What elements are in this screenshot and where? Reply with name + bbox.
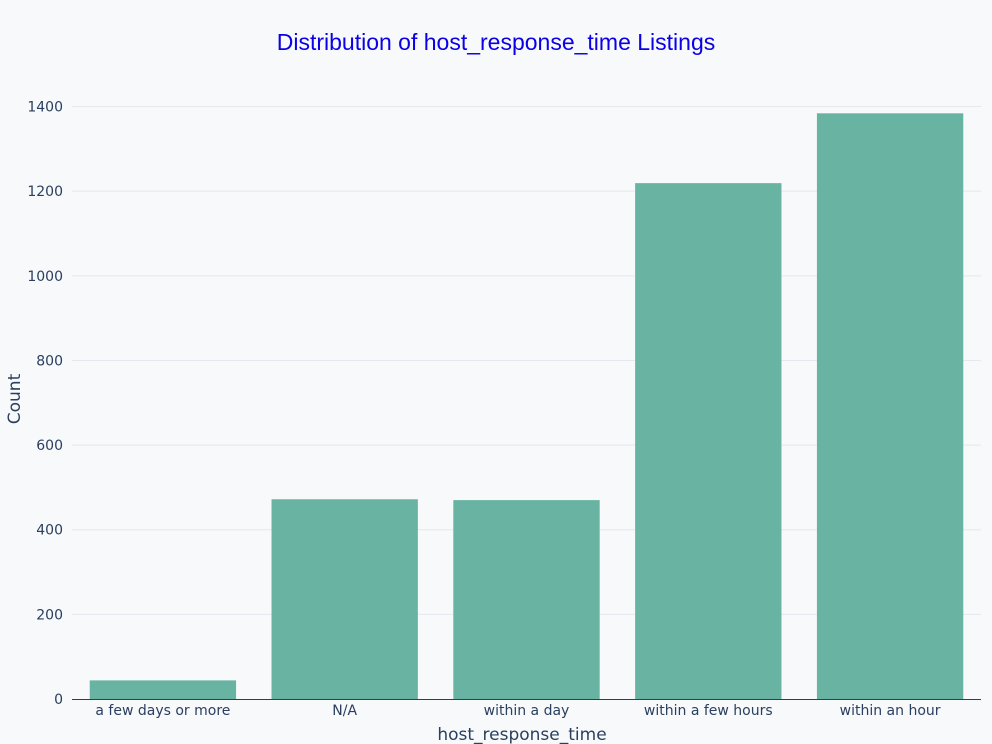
- gridlines: [72, 106, 981, 615]
- x-axis-ticks: a few days or more N/A within a day within …: [95, 703, 940, 719]
- x-tick-label: within a few hours: [644, 703, 773, 719]
- y-tick-label: 1200: [27, 184, 63, 200]
- y-tick-label: 1400: [27, 100, 63, 116]
- bar: [453, 500, 600, 699]
- x-tick-label: within an hour: [840, 703, 941, 719]
- bar: [89, 680, 237, 699]
- bar: [635, 183, 782, 699]
- y-tick-label: 600: [36, 438, 63, 454]
- bar: [271, 499, 418, 699]
- y-tick-label: 0: [54, 692, 63, 708]
- y-tick-label: 400: [36, 523, 63, 539]
- y-tick-label: 800: [36, 353, 63, 369]
- bars: [89, 113, 964, 700]
- chart-title: Distribution of host_response_time Listi…: [277, 29, 716, 55]
- y-tick-label: 1000: [27, 269, 63, 285]
- y-axis-label: Count: [5, 373, 25, 424]
- x-tick-label: within a day: [484, 703, 570, 719]
- y-axis-ticks: 0 200 400 600 800 1000 1200 1400: [27, 100, 63, 708]
- bar: [816, 113, 964, 700]
- y-tick-label: 200: [36, 607, 63, 623]
- x-axis-label: host_response_time: [437, 725, 606, 744]
- x-tick-label: N/A: [332, 703, 357, 719]
- x-tick-label: a few days or more: [95, 703, 230, 719]
